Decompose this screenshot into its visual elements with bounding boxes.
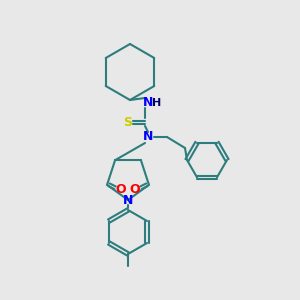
Text: H: H: [152, 98, 162, 108]
Text: S: S: [124, 116, 133, 128]
Text: N: N: [123, 194, 133, 206]
Text: O: O: [116, 183, 126, 196]
Text: N: N: [143, 97, 153, 110]
Text: O: O: [130, 183, 140, 196]
Text: N: N: [143, 130, 153, 143]
